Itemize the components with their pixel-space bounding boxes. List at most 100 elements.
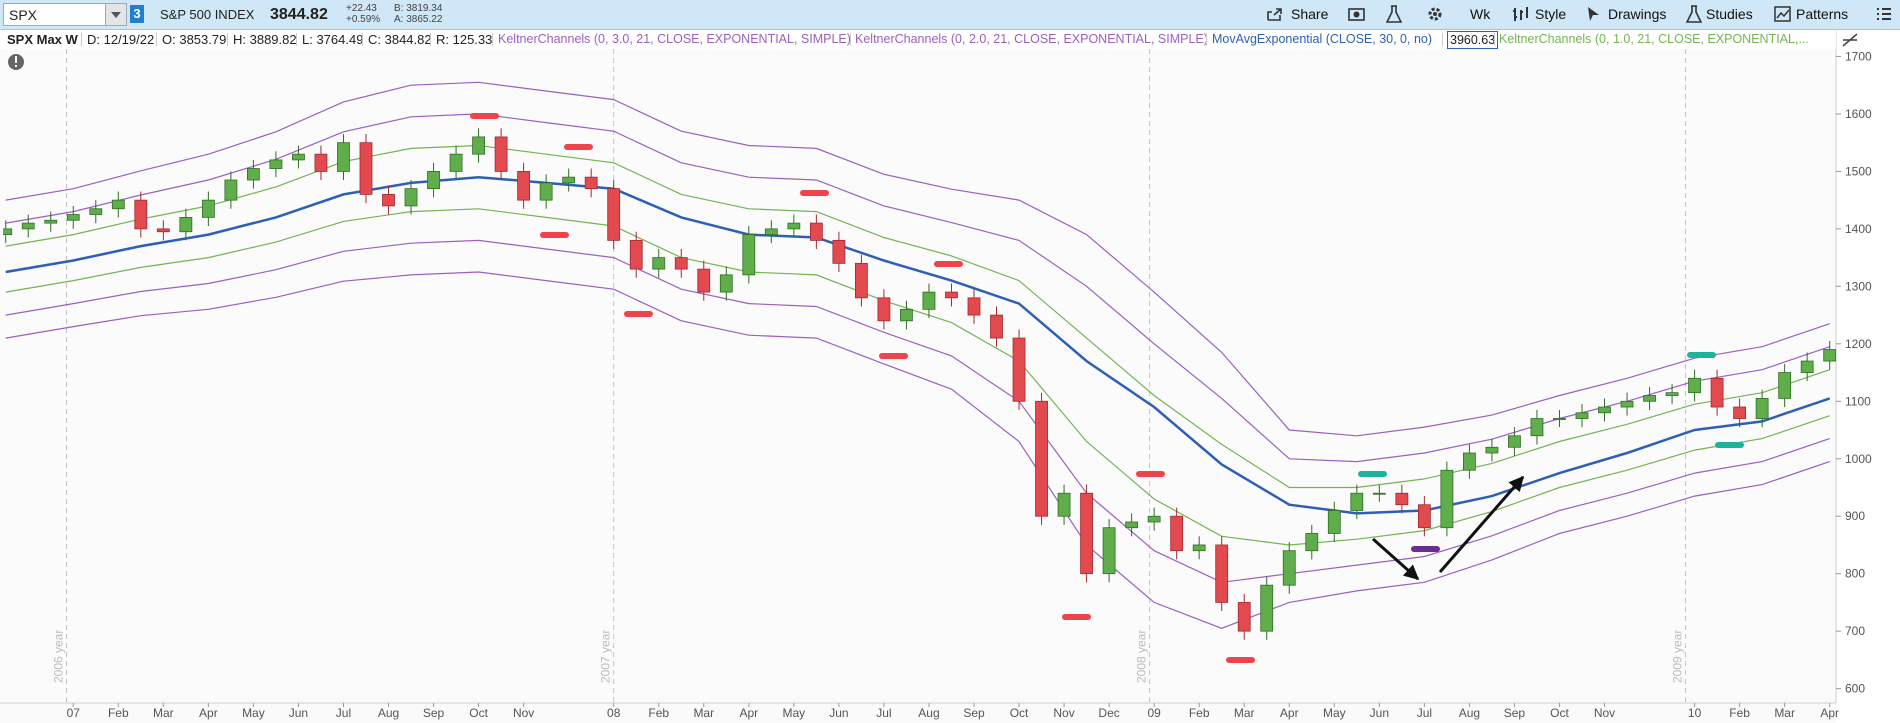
alert-icon-mark bbox=[15, 56, 17, 63]
y-tick-label: 700 bbox=[1845, 624, 1865, 638]
candle-body bbox=[652, 257, 666, 270]
x-tick-label: Oct bbox=[1550, 706, 1569, 720]
drawing-marker[interactable] bbox=[624, 311, 653, 317]
x-tick-label: Sep bbox=[963, 706, 985, 720]
candle-body bbox=[1688, 377, 1701, 394]
x-tick-label: May bbox=[242, 706, 265, 720]
candle-body bbox=[1282, 550, 1296, 586]
info-range: R: 125.33 bbox=[436, 32, 493, 47]
candle-body bbox=[562, 176, 576, 184]
study-label[interactable]: MovAvgExponential (CLOSE, 30, 0, no) bbox=[1212, 32, 1433, 46]
candle-body bbox=[21, 222, 35, 230]
menu-icon[interactable] bbox=[1876, 7, 1892, 22]
candle-body bbox=[1463, 452, 1476, 471]
candle-body bbox=[1575, 412, 1589, 419]
aggregation-button[interactable]: Wk bbox=[1470, 6, 1491, 22]
link-badge[interactable]: 3 bbox=[130, 5, 144, 23]
candle-body bbox=[1170, 515, 1184, 552]
drawing-marker[interactable] bbox=[1062, 614, 1091, 620]
drawing-marker[interactable] bbox=[540, 232, 569, 238]
y-tick-label: 600 bbox=[1845, 682, 1865, 696]
study-label[interactable]: KeltnerChannels (0, 1.0, 21, CLOSE, EXPO… bbox=[1499, 32, 1809, 46]
y-tick-label: 1200 bbox=[1845, 337, 1872, 351]
x-tick-label: Feb bbox=[1729, 706, 1750, 720]
studies-button[interactable]: Studies bbox=[1706, 6, 1753, 22]
symbol: SPX bbox=[9, 7, 38, 23]
candle-body bbox=[742, 234, 756, 276]
candle-body bbox=[1485, 446, 1499, 454]
x-tick-label: 08 bbox=[607, 706, 621, 720]
flask-icon[interactable] bbox=[1386, 5, 1402, 24]
candle-body bbox=[1237, 602, 1251, 632]
info-low: L: 3764.49 bbox=[302, 32, 364, 47]
x-tick-label: Sep bbox=[1504, 706, 1526, 720]
drawing-marker[interactable] bbox=[564, 144, 593, 150]
symbol-input[interactable]: SPX bbox=[3, 3, 106, 26]
x-tick-label: Mar bbox=[1234, 706, 1255, 720]
info-date: D: 12/19/22 bbox=[87, 32, 155, 47]
symbol-dropdown[interactable] bbox=[105, 3, 127, 26]
drawing-marker[interactable] bbox=[470, 113, 499, 119]
candle-body bbox=[1192, 544, 1206, 552]
snapshot-icon[interactable] bbox=[1348, 6, 1366, 23]
drawing-marker[interactable] bbox=[1136, 471, 1165, 477]
x-tick-label: Mar bbox=[153, 706, 174, 720]
drawing-marker[interactable] bbox=[1687, 352, 1716, 358]
x-tick-label: 07 bbox=[67, 706, 81, 720]
drawing-marker[interactable] bbox=[934, 261, 963, 267]
x-tick-label: Oct bbox=[1010, 706, 1029, 720]
candle-body bbox=[1710, 377, 1724, 408]
candle-body bbox=[404, 188, 418, 207]
channel-lower-line bbox=[5, 271, 1830, 629]
candle-body bbox=[3, 228, 13, 236]
study-label[interactable]: KeltnerChannels (0, 2.0, 21, CLOSE, EXPO… bbox=[855, 32, 1208, 46]
candle-body bbox=[1733, 406, 1747, 419]
candle-body bbox=[427, 171, 440, 190]
price-axis bbox=[1836, 30, 1900, 723]
patterns-button[interactable]: Patterns bbox=[1796, 6, 1849, 22]
candle-body bbox=[607, 188, 621, 241]
channel-upper-line bbox=[5, 81, 1830, 437]
y-tick-label: 1500 bbox=[1845, 164, 1872, 178]
axes: 600 700 800 900 1000 1100 1200 1300 1400 1500 1600… bbox=[67, 49, 1872, 720]
share-button[interactable]: Share bbox=[1291, 6, 1329, 22]
candle-body bbox=[89, 208, 103, 215]
drawing-marker[interactable] bbox=[800, 190, 829, 196]
drawing-marker[interactable] bbox=[1411, 546, 1440, 552]
x-tick-label: May bbox=[783, 706, 806, 720]
candle-body bbox=[1057, 492, 1071, 517]
settings-icon[interactable] bbox=[1426, 5, 1444, 23]
candle-body bbox=[1305, 533, 1319, 552]
drawings-button[interactable]: Drawings bbox=[1608, 6, 1667, 22]
style-button[interactable]: Style bbox=[1535, 6, 1567, 22]
x-tick-label: Jun bbox=[829, 706, 848, 720]
candle-body bbox=[967, 297, 981, 316]
pct-change: +0.59% bbox=[346, 14, 381, 25]
candle-body bbox=[697, 268, 711, 293]
drawing-arrow[interactable] bbox=[1438, 475, 1525, 573]
channel-upper-line bbox=[5, 144, 1830, 489]
ask: A: 3865.22 bbox=[394, 14, 443, 25]
candle-body bbox=[764, 228, 778, 236]
x-tick-label: Jun bbox=[1370, 706, 1389, 720]
x-tick-label: Nov bbox=[513, 706, 534, 720]
x-tick-label: Aug bbox=[918, 706, 939, 720]
candle-body bbox=[224, 179, 238, 201]
autoscale-icon[interactable] bbox=[1842, 33, 1858, 47]
study-label[interactable]: KeltnerChannels (0, 3.0, 21, CLOSE, EXPO… bbox=[498, 32, 851, 46]
drawing-arrow[interactable] bbox=[1372, 537, 1420, 581]
info-open: O: 3853.79 bbox=[162, 32, 227, 47]
x-tick-label: Jul bbox=[336, 706, 351, 720]
x-tick-label: Apr bbox=[1820, 706, 1839, 720]
info-close: C: 3844.82 bbox=[368, 32, 432, 47]
candles bbox=[3, 128, 1836, 640]
drawing-marker[interactable] bbox=[1715, 442, 1744, 448]
x-tick-label: Nov bbox=[1594, 706, 1615, 720]
x-tick-label: Feb bbox=[1189, 706, 1210, 720]
drawing-marker[interactable] bbox=[1226, 657, 1255, 663]
x-tick-label: Apr bbox=[199, 706, 218, 720]
drawing-marker[interactable] bbox=[1358, 471, 1387, 477]
drawing-marker[interactable] bbox=[879, 353, 908, 359]
channel-upper-line bbox=[5, 113, 1830, 463]
x-tick-label: Sep bbox=[423, 706, 445, 720]
